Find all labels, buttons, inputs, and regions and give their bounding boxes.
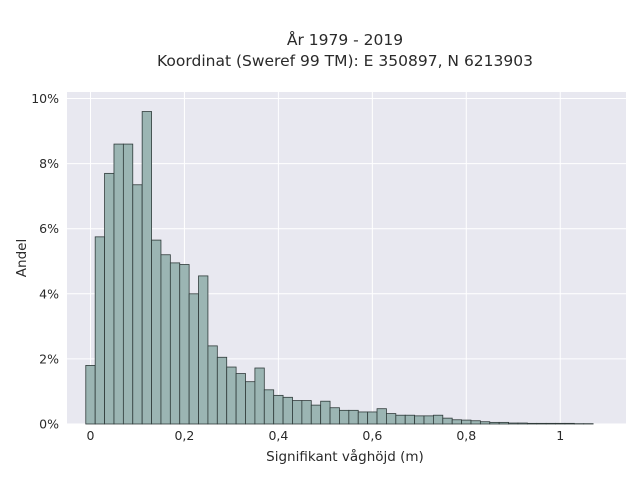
histogram-bar-2 <box>104 172 115 425</box>
histogram-bar-17 <box>245 381 256 425</box>
histogram-bar-35 <box>414 415 425 425</box>
histogram-bar-39 <box>451 419 462 425</box>
histogram-bar-25 <box>320 400 331 425</box>
x-tick-label-3: 0,6 <box>362 428 382 443</box>
histogram-bar-49 <box>545 422 556 425</box>
histogram-bar-32 <box>386 413 397 425</box>
histogram-bar-48 <box>536 422 547 425</box>
y-tick-label-3: 6% <box>39 221 59 236</box>
histogram-bar-3 <box>113 143 124 425</box>
histogram-bar-8 <box>160 254 171 425</box>
histogram-bar-23 <box>301 400 312 425</box>
histogram-bars <box>85 111 594 425</box>
histogram-bar-10 <box>179 264 190 425</box>
histogram-bar-46 <box>517 422 528 425</box>
histogram-bar-5 <box>132 184 143 425</box>
histogram-bar-42 <box>479 421 491 425</box>
histogram-bar-6 <box>141 111 152 425</box>
x-tick-label-4: 0,8 <box>456 428 476 443</box>
histogram-bar-51 <box>564 422 575 425</box>
histogram-bar-31 <box>376 408 387 425</box>
x-tick-label-1: 0,2 <box>174 428 194 443</box>
histogram-bar-30 <box>367 411 378 425</box>
histogram-bar-43 <box>489 421 500 425</box>
histogram-bar-41 <box>470 420 481 425</box>
histogram-bar-37 <box>433 414 444 425</box>
chart-title-line-1: År 1979 - 2019 <box>287 30 403 49</box>
histogram-bar-29 <box>357 411 369 425</box>
x-axis-ticks: 0 0,2 0,4 0,6 0,8 1 <box>87 428 565 443</box>
x-tick-label-2: 0,4 <box>268 428 288 443</box>
histogram-bar-44 <box>498 421 509 425</box>
histogram-bar-14 <box>216 356 228 425</box>
y-tick-label-5: 10% <box>31 91 59 106</box>
histogram-bar-18 <box>254 367 265 425</box>
y-axis-ticks: 0% 2% 4% 6% 8% 10% <box>31 91 59 431</box>
y-axis-label: Andel <box>14 239 30 277</box>
histogram-bar-40 <box>461 419 472 425</box>
x-axis-label: Signifikant våghöjd (m) <box>266 448 424 465</box>
histogram-bar-24 <box>310 404 322 425</box>
histogram-bar-12 <box>198 275 209 425</box>
y-tick-label-4: 8% <box>39 156 59 171</box>
histogram-bar-4 <box>122 143 134 425</box>
histogram-bar-27 <box>339 409 350 425</box>
histogram-bar-13 <box>207 345 218 425</box>
histogram-bar-36 <box>423 415 434 425</box>
y-tick-label-2: 4% <box>39 286 59 301</box>
chart-title-line-2: Koordinat (Sweref 99 TM): E 350897, N 62… <box>157 52 533 70</box>
histogram-bar-26 <box>329 407 340 425</box>
x-tick-label-0: 0 <box>87 428 95 443</box>
histogram-bar-45 <box>508 422 519 425</box>
histogram-bar-7 <box>151 239 162 425</box>
histogram-bar-28 <box>348 409 359 425</box>
histogram-bar-9 <box>169 262 181 425</box>
histogram-bar-15 <box>226 366 237 425</box>
histogram-bar-0 <box>85 365 96 425</box>
y-tick-label-1: 2% <box>39 351 59 366</box>
histogram-bar-22 <box>292 400 303 425</box>
histogram-bar-47 <box>526 422 538 425</box>
histogram-bar-1 <box>94 236 105 425</box>
histogram-bar-33 <box>395 414 406 425</box>
x-tick-label-5: 1 <box>556 428 564 443</box>
y-tick-label-0: 0% <box>39 417 59 432</box>
histogram-bar-21 <box>282 396 293 425</box>
histogram-bar-50 <box>555 422 566 425</box>
histogram-bar-19 <box>263 389 275 425</box>
histogram-bar-38 <box>442 417 453 425</box>
histogram-bar-11 <box>188 293 199 425</box>
histogram-bar-34 <box>404 414 416 425</box>
histogram-bar-16 <box>235 373 246 425</box>
histogram-bar-20 <box>273 394 284 425</box>
